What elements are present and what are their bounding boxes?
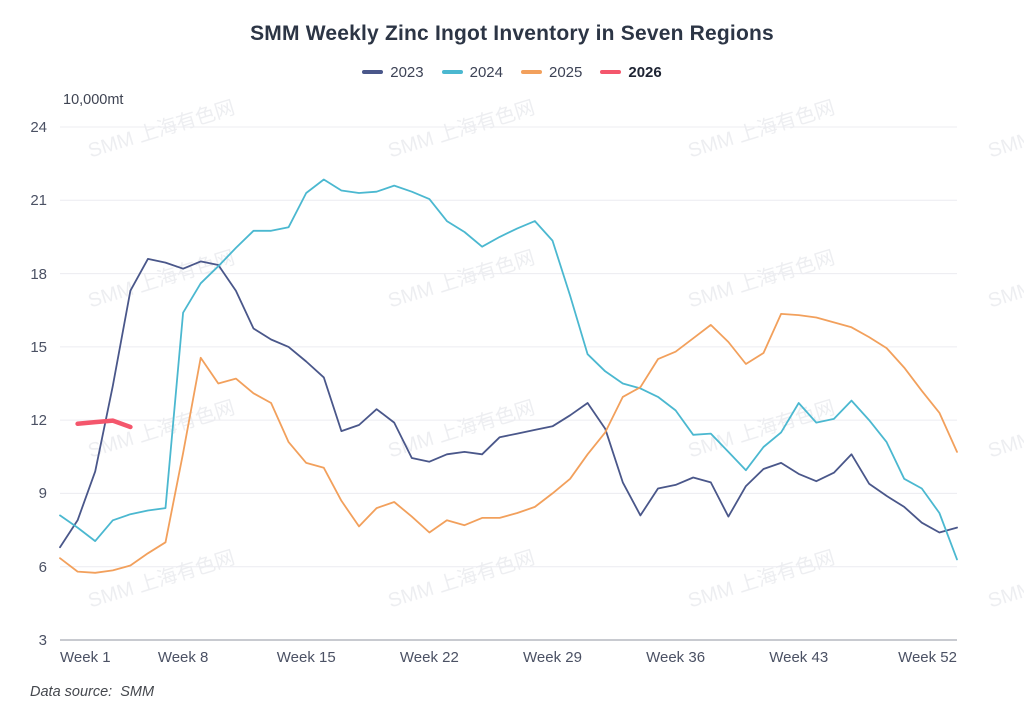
chart-legend: 2023 2024 2025 2026 bbox=[0, 62, 1024, 82]
legend-label-2024: 2024 bbox=[469, 63, 503, 81]
y-axis-tick-label: 18 bbox=[30, 265, 47, 283]
x-axis-tick-label: Week 15 bbox=[276, 649, 336, 666]
x-axis-tick-label: Week 43 bbox=[769, 649, 829, 666]
x-axis-tick-label: Week 1 bbox=[60, 649, 111, 666]
series-line-2023 bbox=[59, 257, 958, 549]
y-axis-tick-label: 9 bbox=[38, 485, 47, 503]
legend-swatch-2023 bbox=[362, 70, 384, 74]
y-axis-tick-label: 24 bbox=[30, 119, 47, 136]
y-axis-tick-label: 12 bbox=[30, 412, 47, 430]
x-axis-tick-label: Week 8 bbox=[157, 649, 209, 666]
legend-swatch-2026 bbox=[600, 70, 622, 74]
legend-swatch-2024 bbox=[441, 70, 463, 74]
y-axis-tick-label: 6 bbox=[38, 558, 47, 576]
y-axis-tick-label: 15 bbox=[30, 338, 47, 356]
legend-label-2023: 2023 bbox=[390, 63, 424, 81]
x-axis-tick-label: Week 52 bbox=[898, 649, 957, 666]
legend-label-2025: 2025 bbox=[549, 63, 583, 81]
legend-item-2023[interactable]: 2023 bbox=[362, 63, 424, 81]
chart-title: SMM Weekly Zinc Ingot Inventory in Seven… bbox=[250, 22, 774, 45]
legend-item-2025[interactable]: 2025 bbox=[521, 65, 582, 80]
x-axis-tick-label: Week 36 bbox=[646, 649, 706, 666]
y-axis-tick-label: 3 bbox=[38, 632, 47, 649]
series-line-2026 bbox=[75, 418, 133, 430]
series-line-2025 bbox=[59, 312, 958, 574]
data-source: Data source: SMM bbox=[30, 684, 155, 700]
legend-item-2024[interactable]: 2024 bbox=[441, 63, 503, 81]
x-axis-tick-label: Week 29 bbox=[523, 649, 582, 666]
legend-item-2026[interactable]: 2026 bbox=[600, 63, 662, 81]
legend-label-2026: 2026 bbox=[628, 63, 662, 81]
legend-swatch-2025 bbox=[521, 70, 542, 74]
x-axis-tick-label: Week 22 bbox=[399, 649, 459, 666]
series-line-2024 bbox=[59, 178, 958, 561]
y-axis-unit-label: 10,000mt bbox=[63, 92, 124, 108]
y-axis-tick-label: 21 bbox=[30, 192, 47, 210]
